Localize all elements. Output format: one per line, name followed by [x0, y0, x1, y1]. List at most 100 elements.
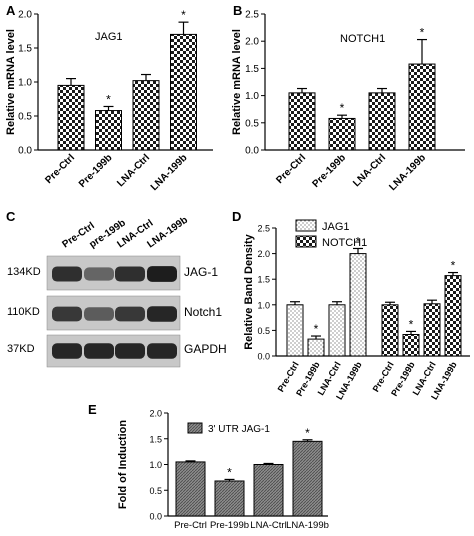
- panel-label-d: D: [232, 209, 241, 224]
- y-tick-label: 0.0: [257, 352, 270, 362]
- y-tick-label: 2.0: [245, 37, 259, 48]
- legend-label: JAG1: [322, 221, 350, 233]
- y-tick-label: 2.0: [257, 249, 270, 259]
- blot-size-label: 37KD: [7, 343, 35, 355]
- blot-band: [84, 307, 114, 321]
- y-tick-label: 2.5: [257, 224, 270, 234]
- y-tick-label: 2.0: [18, 10, 32, 21]
- x-tick-label: Pre-199b: [210, 520, 249, 531]
- bar: [288, 92, 316, 151]
- bar: [368, 92, 396, 151]
- significance-marker: *: [106, 92, 111, 106]
- bar: [444, 275, 462, 357]
- blot-band: [52, 266, 82, 282]
- y-tick-label: 0.5: [245, 118, 259, 129]
- y-tick-label: 1.5: [149, 434, 162, 444]
- y-axis-label: Relative mRNA level: [231, 29, 243, 135]
- blot-bands: [52, 266, 177, 282]
- blot-band: [115, 306, 145, 322]
- blot-lane-label: LNA-199b: [145, 215, 190, 251]
- blot-row-gapdh: 37KD GAPDH: [7, 334, 227, 368]
- y-tick-label: 1.5: [257, 275, 270, 285]
- bar: [286, 304, 304, 357]
- x-tick-label: Pre-Ctrl: [274, 152, 308, 186]
- y-tick-label: 0.0: [245, 146, 259, 157]
- blot-band: [147, 343, 177, 359]
- legend-label: 3' UTR JAG-1: [208, 424, 270, 435]
- panel-label-b: B: [233, 3, 242, 18]
- significance-marker: *: [356, 234, 361, 248]
- significance-marker: *: [451, 259, 456, 273]
- bar: [253, 464, 284, 517]
- blot-band: [115, 343, 145, 359]
- y-tick-label: 2.5: [245, 10, 259, 21]
- legend-swatch: [295, 219, 317, 232]
- bar: [408, 63, 436, 151]
- blot-svg: Pre-Ctrl pre-199b LNA-Ctrl LNA-199b 134K…: [7, 215, 227, 368]
- significance-marker: *: [340, 101, 345, 115]
- y-tick-label: 1.5: [245, 64, 259, 75]
- bar: [402, 333, 420, 357]
- significance-marker: *: [409, 317, 414, 331]
- blot-size-label: 134KD: [7, 266, 41, 278]
- blot-protein-label: GAPDH: [184, 342, 227, 356]
- blot-protein-label: JAG-1: [184, 265, 218, 279]
- x-tick-label: LNA-Ctrl: [250, 520, 286, 531]
- panel-label-e: E: [88, 402, 97, 417]
- x-tick-label: Pre-Ctrl: [174, 520, 207, 531]
- y-tick-label: 0.0: [149, 512, 162, 522]
- y-tick-label: 2.0: [149, 409, 162, 419]
- y-tick-label: 1.0: [257, 300, 270, 310]
- significance-marker: *: [420, 26, 425, 40]
- y-axis-label: Relative Band Density: [243, 233, 255, 349]
- significance-marker: *: [314, 322, 319, 336]
- blot-band: [52, 306, 82, 322]
- bar: [307, 338, 325, 357]
- western-blot-panel: Pre-Ctrl pre-199b LNA-Ctrl LNA-199b 134K…: [0, 0, 230, 380]
- blot-band: [115, 266, 145, 282]
- bar: [349, 253, 367, 357]
- blot-row-notch1: 110KD Notch1: [7, 295, 222, 331]
- bar: [175, 461, 206, 517]
- bar: [423, 303, 441, 357]
- legend-swatch: [295, 235, 317, 248]
- y-tick-label: 0.5: [149, 486, 162, 496]
- significance-marker: *: [305, 426, 310, 440]
- chart-title: JAG1: [95, 31, 123, 43]
- blot-band: [52, 343, 82, 359]
- significance-marker: *: [181, 8, 186, 22]
- bar: [328, 117, 356, 151]
- bar: [214, 480, 245, 517]
- panel-label-c: C: [6, 209, 16, 224]
- bar: [292, 440, 323, 517]
- significance-marker: *: [227, 465, 232, 479]
- x-tick-label: LNA-199b: [286, 520, 329, 531]
- y-tick-label: 1.5: [18, 44, 32, 55]
- blot-band: [84, 343, 114, 359]
- bar: [170, 33, 197, 151]
- panel-label-a: A: [6, 3, 16, 18]
- y-tick-label: 1.0: [149, 460, 162, 470]
- y-tick-label: 0.0: [18, 146, 32, 157]
- y-tick-label: 0.5: [257, 326, 270, 336]
- x-tick-label: LNA-199b: [387, 152, 428, 193]
- bar: [95, 110, 122, 151]
- y-tick-label: 0.5: [18, 112, 32, 123]
- blot-band: [147, 306, 177, 322]
- y-tick-label: 1.0: [245, 91, 259, 102]
- blot-row-jag1: 134KD JAG-1: [7, 255, 218, 291]
- blot-bands: [52, 343, 177, 359]
- chart-title: NOTCH1: [340, 33, 385, 45]
- blot-size-label: 110KD: [7, 306, 40, 318]
- blot-band: [147, 266, 177, 282]
- bar: [381, 304, 399, 357]
- x-tick-label: LNA-Ctrl: [351, 152, 388, 189]
- bar: [328, 304, 346, 357]
- x-tick-label: Pre-199b: [310, 152, 348, 190]
- y-axis-label: Fold of Induction: [117, 420, 129, 509]
- legend-swatch: [187, 422, 203, 434]
- blot-band: [84, 267, 114, 281]
